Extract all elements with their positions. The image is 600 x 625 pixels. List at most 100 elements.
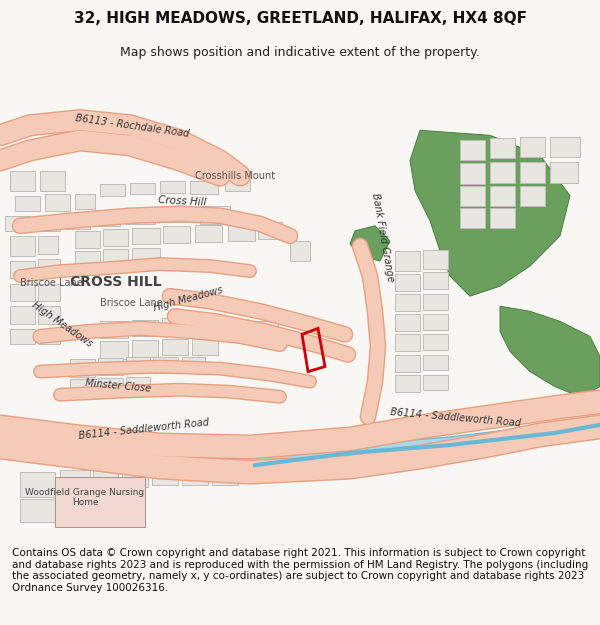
Text: B6113 - Rochdale Road: B6113 - Rochdale Road (75, 114, 190, 139)
Text: Woodfield Grange Nursing
Home: Woodfield Grange Nursing Home (0, 624, 1, 625)
Polygon shape (423, 354, 448, 369)
Text: High Meadows: High Meadows (30, 299, 94, 349)
Polygon shape (38, 329, 60, 344)
Text: Contains OS data © Crown copyright and database right 2021. This information is : Contains OS data © Crown copyright and d… (12, 548, 588, 592)
Polygon shape (423, 272, 448, 289)
Polygon shape (10, 306, 35, 324)
Polygon shape (15, 196, 40, 211)
Polygon shape (95, 211, 120, 226)
Polygon shape (550, 162, 578, 182)
Polygon shape (520, 186, 545, 206)
Polygon shape (38, 306, 60, 324)
Polygon shape (10, 329, 35, 344)
Text: B6114 - Saddleworth Road: B6114 - Saddleworth Road (390, 408, 521, 429)
Polygon shape (490, 138, 515, 159)
Polygon shape (132, 341, 158, 356)
Polygon shape (423, 374, 448, 390)
Polygon shape (490, 162, 515, 182)
Polygon shape (228, 222, 255, 241)
Polygon shape (10, 261, 35, 278)
Polygon shape (550, 138, 580, 158)
Polygon shape (100, 321, 128, 338)
Polygon shape (38, 284, 60, 301)
Polygon shape (5, 216, 30, 231)
Polygon shape (103, 229, 128, 246)
Polygon shape (132, 228, 160, 244)
Polygon shape (520, 162, 545, 182)
Text: Crosshills Mount: Crosshills Mount (195, 171, 275, 181)
Text: Woodfield Grange Nursing
Home: Woodfield Grange Nursing Home (25, 488, 145, 508)
Polygon shape (75, 231, 100, 248)
Text: Map shows position and indicative extent of the property.: Map shows position and indicative extent… (120, 46, 480, 59)
Text: Minster Close: Minster Close (85, 378, 152, 394)
Polygon shape (122, 468, 148, 488)
Polygon shape (490, 208, 515, 228)
Polygon shape (125, 209, 155, 224)
Polygon shape (423, 294, 448, 310)
Polygon shape (395, 314, 420, 331)
Polygon shape (160, 181, 185, 192)
Text: High Meadows: High Meadows (152, 285, 224, 313)
Polygon shape (75, 251, 100, 268)
Polygon shape (182, 356, 205, 372)
Polygon shape (45, 194, 70, 211)
Polygon shape (126, 356, 150, 372)
Text: B6114 - Saddleworth Road: B6114 - Saddleworth Road (78, 418, 209, 441)
Polygon shape (35, 216, 60, 231)
Polygon shape (520, 138, 545, 158)
Polygon shape (60, 470, 90, 492)
Polygon shape (132, 321, 158, 336)
Polygon shape (10, 236, 35, 256)
Text: Briscoe Lane: Briscoe Lane (100, 298, 163, 308)
Polygon shape (395, 274, 420, 291)
Polygon shape (98, 378, 123, 394)
Polygon shape (240, 417, 600, 477)
Polygon shape (163, 226, 190, 243)
Polygon shape (290, 241, 310, 261)
Polygon shape (460, 208, 485, 228)
Polygon shape (395, 354, 420, 372)
Polygon shape (200, 206, 230, 224)
Polygon shape (460, 186, 485, 206)
Text: Briscoe Lane: Briscoe Lane (20, 278, 83, 288)
Polygon shape (423, 314, 448, 331)
Polygon shape (460, 141, 485, 161)
Text: 32, HIGH MEADOWS, GREETLAND, HALIFAX, HX4 8QF: 32, HIGH MEADOWS, GREETLAND, HALIFAX, HX… (74, 11, 527, 26)
Polygon shape (130, 182, 155, 194)
Polygon shape (212, 468, 238, 485)
Polygon shape (103, 249, 128, 266)
Polygon shape (70, 359, 95, 377)
Polygon shape (126, 377, 150, 392)
Polygon shape (10, 171, 35, 191)
Polygon shape (152, 467, 178, 485)
Polygon shape (460, 164, 485, 184)
Polygon shape (93, 469, 118, 489)
Polygon shape (395, 251, 420, 271)
Polygon shape (182, 467, 208, 485)
Polygon shape (132, 248, 160, 264)
Polygon shape (20, 499, 55, 522)
Polygon shape (395, 294, 420, 311)
Polygon shape (38, 259, 60, 276)
Text: Cross Hill: Cross Hill (158, 195, 207, 208)
Polygon shape (98, 357, 123, 374)
Polygon shape (40, 171, 65, 191)
Polygon shape (395, 334, 420, 351)
Polygon shape (70, 379, 95, 395)
Polygon shape (395, 374, 420, 392)
Text: CROSS HILL: CROSS HILL (70, 275, 161, 289)
Polygon shape (222, 319, 248, 336)
Polygon shape (60, 498, 90, 518)
Polygon shape (192, 318, 218, 334)
Polygon shape (160, 207, 195, 222)
Polygon shape (225, 179, 250, 191)
Polygon shape (500, 306, 600, 397)
Polygon shape (100, 184, 125, 196)
Polygon shape (423, 250, 448, 269)
Polygon shape (350, 226, 390, 261)
Polygon shape (195, 225, 222, 242)
Polygon shape (255, 321, 278, 339)
Polygon shape (162, 339, 188, 354)
Polygon shape (410, 130, 570, 296)
Polygon shape (10, 284, 35, 301)
